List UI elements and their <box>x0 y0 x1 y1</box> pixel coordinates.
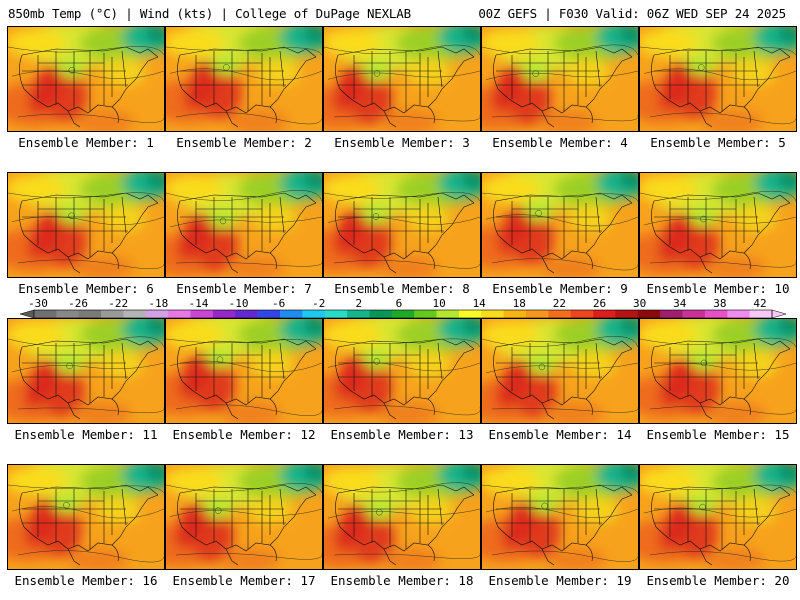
ensemble-member-label: Ensemble Member: 13 <box>330 427 474 442</box>
ensemble-member-label: Ensemble Member: 19 <box>488 573 632 588</box>
colorbar-swatch <box>56 310 80 318</box>
ensemble-member-label: Ensemble Member: 17 <box>172 573 316 588</box>
colorbar-swatch <box>34 310 57 318</box>
ensemble-member-map <box>323 464 481 570</box>
colorbar-swatch <box>302 310 326 318</box>
colorbar-tick-label: -18 <box>148 297 169 310</box>
colorbar-tick-label: -30 <box>28 297 48 310</box>
ensemble-member-map <box>165 26 323 132</box>
ensemble-member-map <box>481 26 639 132</box>
colorbar-swatch <box>168 310 191 318</box>
colorbar-swatch <box>727 310 750 318</box>
ensemble-member-map <box>7 318 165 424</box>
ensemble-member-map <box>481 318 639 424</box>
colorbar-swatch <box>123 310 147 318</box>
colorbar-tick-label: 6 <box>395 297 403 310</box>
colorbar-swatch <box>235 310 258 318</box>
ensemble-member-label: Ensemble Member: 18 <box>330 573 474 588</box>
colorbar-swatch <box>593 310 616 318</box>
colorbar-tick-label: 30 <box>633 297 647 310</box>
colorbar-tick-label: 10 <box>432 297 446 310</box>
ensemble-member-label: Ensemble Member: 10 <box>646 281 790 296</box>
ensemble-member-label: Ensemble Member: 3 <box>334 135 470 150</box>
colorbar-swatch <box>324 310 348 318</box>
colorbar-swatch <box>369 310 393 318</box>
ensemble-member-label: Ensemble Member: 7 <box>176 281 312 296</box>
ensemble-member-map <box>639 464 797 570</box>
colorbar-tick-label: 38 <box>713 297 727 310</box>
ensemble-member-map <box>323 318 481 424</box>
colorbar-swatch <box>145 310 169 318</box>
colorbar-swatch <box>212 310 236 318</box>
colorbar-swatch <box>458 310 482 318</box>
colorbar-tick-label: 26 <box>592 297 607 310</box>
colorbar-tick-label: 18 <box>512 297 526 310</box>
ensemble-member-map <box>639 318 797 424</box>
colorbar-tick-label: 42 <box>753 297 767 310</box>
colorbar-swatch <box>78 310 102 318</box>
colorbar-swatch <box>526 310 549 318</box>
colorbar-swatch <box>682 310 706 318</box>
ensemble-member-label: Ensemble Member: 4 <box>492 135 628 150</box>
ensemble-member-map <box>323 172 481 278</box>
ensemble-member-map <box>639 26 797 132</box>
colorbar-swatch <box>190 310 214 318</box>
ensemble-member-map <box>481 464 639 570</box>
ensemble-member-map <box>323 26 481 132</box>
colorbar-tick-label: -14 <box>188 297 209 310</box>
colorbar-swatch <box>749 310 773 318</box>
colorbar-tick-label: -2 <box>312 297 326 310</box>
colorbar-swatch <box>101 310 124 318</box>
colorbar-swatch <box>280 310 303 318</box>
colorbar-swatch <box>503 310 527 318</box>
colorbar-tick-label: -10 <box>228 297 249 310</box>
ensemble-member-map <box>165 172 323 278</box>
ensemble-member-map <box>481 172 639 278</box>
colorbar-swatch <box>570 310 594 318</box>
colorbar-swatch <box>704 310 728 318</box>
colorbar-tick-label: 14 <box>472 297 486 310</box>
colorbar-swatch <box>637 310 661 318</box>
ensemble-member-label: Ensemble Member: 2 <box>176 135 312 150</box>
colorbar-swatch <box>615 310 639 318</box>
ensemble-member-map <box>165 318 323 424</box>
colorbar-swatch <box>436 310 460 318</box>
colorbar-tick-label: 22 <box>552 297 567 310</box>
model-run-info: 00Z GEFS | F030 Valid: 06Z WED SEP 24 20… <box>478 6 786 21</box>
ensemble-member-map <box>165 464 323 570</box>
ensemble-member-map <box>7 464 165 570</box>
ensemble-member-label: Ensemble Member: 11 <box>14 427 158 442</box>
colorbar-right-arrow <box>771 309 787 319</box>
ensemble-member-label: Ensemble Member: 9 <box>492 281 628 296</box>
colorbar-swatch <box>257 310 281 318</box>
colorbar-swatch <box>391 310 415 318</box>
colorbar-swatch <box>414 310 437 318</box>
ensemble-member-label: Ensemble Member: 5 <box>650 135 786 150</box>
ensemble-member-map <box>7 172 165 278</box>
colorbar-swatch <box>660 310 683 318</box>
colorbar-tick-label: 2 <box>355 297 363 310</box>
colorbar-tick-label: -22 <box>108 297 129 310</box>
ensemble-member-label: Ensemble Member: 14 <box>488 427 632 442</box>
colorbar-tick-label: -26 <box>68 297 89 310</box>
temperature-colorbar: -30 -26 -22 -18 -14 -10 -6 -2 2 6 10 14 18 22 26 30 34 38… <box>20 297 788 320</box>
ensemble-member-map <box>7 26 165 132</box>
ensemble-member-label: Ensemble Member: 15 <box>646 427 790 442</box>
colorbar-tick-label: -6 <box>272 297 286 310</box>
ensemble-member-label: Ensemble Member: 12 <box>172 427 316 442</box>
ensemble-member-map <box>639 172 797 278</box>
ensemble-member-label: Ensemble Member: 6 <box>18 281 154 296</box>
colorbar-tick-label: 34 <box>673 297 687 310</box>
ensemble-member-label: Ensemble Member: 20 <box>646 573 790 588</box>
ensemble-member-label: Ensemble Member: 16 <box>14 573 158 588</box>
ensemble-member-label: Ensemble Member: 8 <box>334 281 470 296</box>
colorbar-swatch <box>548 310 572 318</box>
colorbar-left-arrow <box>20 309 35 319</box>
colorbar-swatch <box>347 310 370 318</box>
map-title: 850mb Temp (°C) | Wind (kts) | College o… <box>8 6 411 21</box>
colorbar-swatch <box>481 310 504 318</box>
ensemble-member-label: Ensemble Member: 1 <box>18 135 154 150</box>
